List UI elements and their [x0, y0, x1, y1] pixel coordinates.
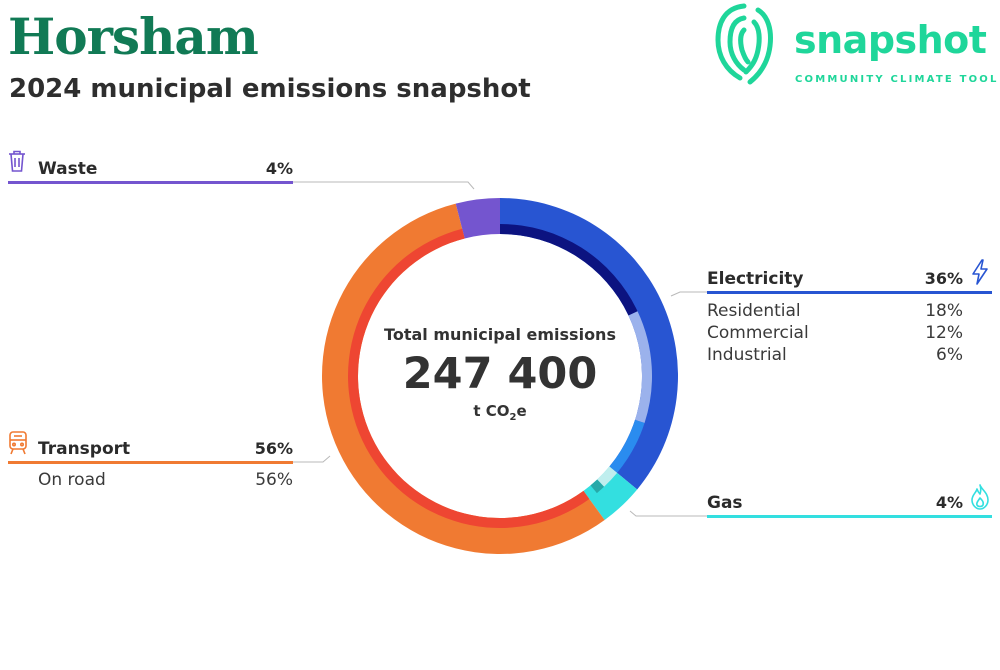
legend-transport: Transport 56% — [38, 436, 293, 462]
total-emissions-label: Total municipal emissions — [384, 325, 616, 344]
donut-slice-electricity — [500, 198, 678, 490]
page-subtitle: 2024 municipal emissions snapshot — [9, 74, 531, 104]
legend-transport-line — [8, 461, 293, 464]
total-emissions-unit: t CO2e — [473, 402, 527, 423]
legend-electricity-line — [707, 291, 992, 294]
legend-sub-residential: Residential 18% — [707, 301, 963, 321]
legend-transport-subs: On road 56% — [38, 470, 293, 492]
legend-sub-industrial: Industrial 6% — [707, 345, 963, 365]
legend-waste: Waste 4% — [38, 156, 293, 182]
legend-electricity-subs: Residential 18% Commercial 12% Industrial 6… — [707, 301, 963, 367]
brand-logo: snapshot COMMUNITY CLIMATE TOOL — [714, 0, 1000, 90]
gas-connector — [629, 510, 707, 517]
legend-electricity: Electricity 36% — [707, 266, 963, 292]
legend-waste-line — [8, 181, 293, 184]
legend-waste-pct: 4% — [265, 159, 293, 178]
legend-gas: Gas 4% — [707, 490, 963, 516]
brand-tagline: COMMUNITY CLIMATE TOOL — [795, 74, 999, 85]
donut-subslice-gas-1 — [590, 479, 605, 494]
legend-transport-pct: 56% — [254, 439, 293, 458]
legend-sub-on-road: On road 56% — [38, 470, 293, 490]
flame-icon — [971, 484, 989, 510]
donut-subslice-electricity-commercial — [628, 311, 652, 423]
legend-gas-name: Gas — [707, 493, 743, 513]
brand-name: snapshot — [794, 18, 987, 62]
fingerprint-icon — [715, 3, 773, 85]
lightning-icon — [972, 259, 988, 285]
total-emissions-summary: Total municipal emissions 247 400 t CO2e — [375, 325, 625, 423]
legend-electricity-pct: 36% — [924, 269, 963, 288]
legend-electricity-name: Electricity — [707, 269, 804, 289]
trash-icon — [9, 150, 25, 172]
donut-subslice-electricity-industrial — [609, 419, 645, 473]
waste-connector — [293, 181, 475, 190]
legend-sub-commercial: Commercial 12% — [707, 323, 963, 343]
page-title: Horsham — [8, 7, 259, 66]
transport-connector — [293, 455, 331, 463]
train-icon — [9, 431, 27, 455]
donut-slice-waste — [455, 198, 500, 239]
legend-waste-name: Waste — [38, 159, 98, 179]
donut-subslice-gas-0 — [597, 466, 618, 487]
electricity-connector — [670, 291, 707, 297]
donut-subslice-electricity-residential — [500, 224, 638, 316]
legend-gas-line — [707, 515, 992, 518]
legend-transport-name: Transport — [38, 439, 131, 459]
total-emissions-value: 247 400 — [402, 349, 598, 399]
donut-slice-transport — [321, 203, 605, 554]
legend-gas-pct: 4% — [935, 493, 963, 512]
